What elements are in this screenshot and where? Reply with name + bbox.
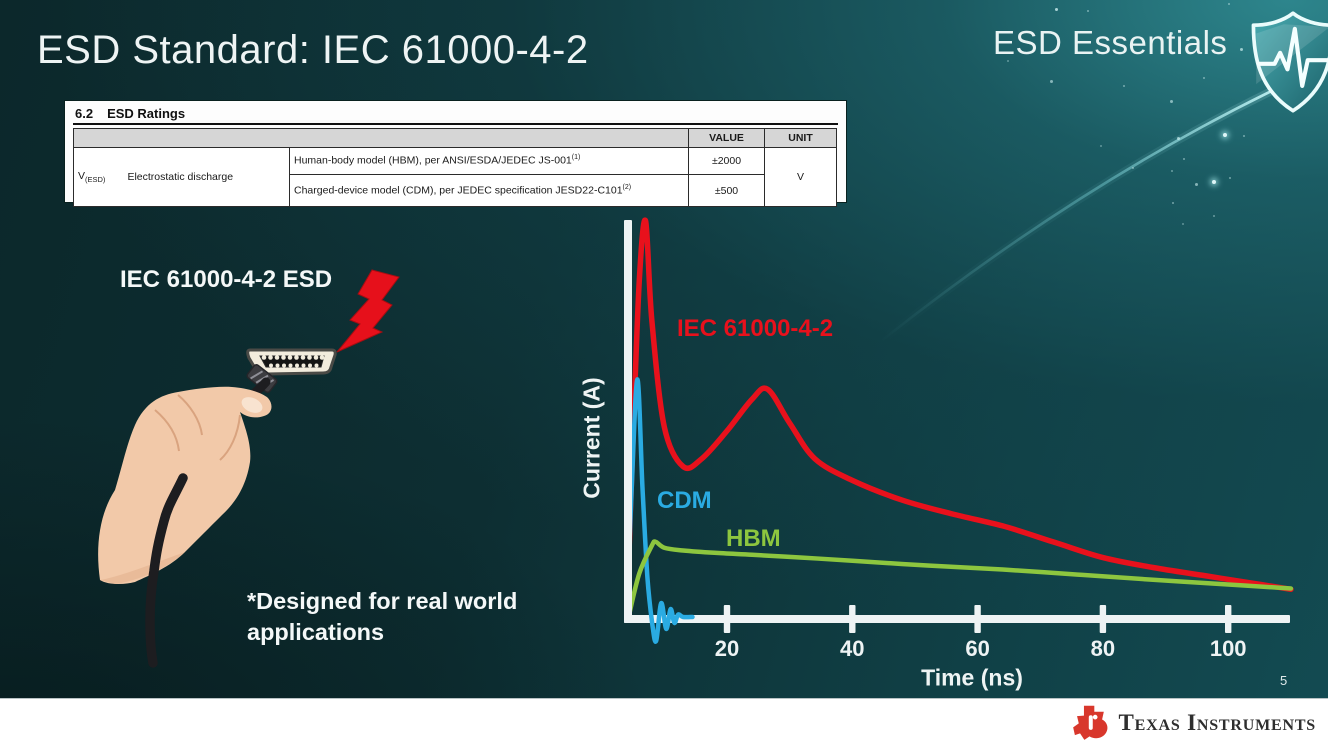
x-tick xyxy=(849,605,856,633)
ti-logo: Texas Instruments xyxy=(1071,704,1316,742)
y-axis-title: Current (A) xyxy=(578,377,605,499)
x-tick-label: 60 xyxy=(965,636,989,661)
curve-iec-61000-4-2 xyxy=(624,217,1294,620)
parameter-label: Electrostatic discharge xyxy=(127,171,234,183)
cdm-description-cell: Charged-device model (CDM), per JEDEC sp… xyxy=(289,174,689,207)
ratings-section-heading: 6.2 ESD Ratings xyxy=(73,105,838,125)
y-axis xyxy=(624,220,632,623)
header-unit-cell: UNIT xyxy=(764,128,837,148)
esd-strike-illustration xyxy=(98,269,400,668)
cable-lower xyxy=(145,473,188,668)
x-tick xyxy=(723,605,731,633)
header-value-cell: VALUE xyxy=(688,128,765,148)
chart-plot-area: 20 40 60 80 100 xyxy=(624,217,1294,661)
x-tick-label: 40 xyxy=(840,636,864,661)
ti-bug-icon xyxy=(1072,705,1107,740)
x-tick xyxy=(1225,605,1232,633)
illustration-label: IEC 61000-4-2 ESD xyxy=(120,266,333,293)
series-label-hbm: HBM xyxy=(726,525,781,552)
hbm-description-cell: Human-body model (HBM), per ANSI/ESDA/JE… xyxy=(289,147,689,175)
x-tick-label: 20 xyxy=(715,636,739,661)
x-tick xyxy=(974,605,981,633)
unit-cell: V xyxy=(764,147,837,207)
esd-ratings-card: 6.2 ESD Ratings VALUE UNIT V(ESD) Electro… xyxy=(65,101,846,207)
hbm-value-cell: ±2000 xyxy=(688,147,765,175)
x-axis: 20 40 60 80 100 xyxy=(624,605,1290,661)
x-tick xyxy=(1099,605,1107,633)
x-axis-title: Time (ns) xyxy=(921,664,1023,691)
chart-curves xyxy=(624,217,1294,644)
curve-hbm xyxy=(626,539,1294,620)
program-badge: ESD Essentials xyxy=(993,24,1228,61)
section-number: 6.2 xyxy=(75,106,94,121)
lightning-bolt-icon xyxy=(336,269,400,353)
page-title: ESD Standard: IEC 61000-4-2 xyxy=(37,28,589,72)
cdm-value-cell: ±500 xyxy=(688,174,765,207)
ratings-grid: VALUE UNIT V(ESD) Electrostatic discharg… xyxy=(73,128,837,207)
x-tick-label: 80 xyxy=(1091,636,1115,661)
curve-cdm xyxy=(624,377,695,644)
esd-shield-icon xyxy=(1251,11,1328,113)
footer-bar: Texas Instruments xyxy=(0,698,1328,746)
section-title: ESD Ratings xyxy=(107,106,186,121)
page-number: 5 xyxy=(1280,673,1288,688)
symbol-parameter-cell: V(ESD) Electrostatic discharge xyxy=(73,147,290,207)
symbol-vesd: V(ESD) xyxy=(78,169,106,185)
header-blank-cell xyxy=(73,128,689,148)
hand xyxy=(98,386,272,585)
ti-wordmark: Texas Instruments xyxy=(1118,709,1316,735)
series-label-iec: IEC 61000-4-2 xyxy=(677,315,834,342)
series-label-cdm: CDM xyxy=(657,487,712,514)
x-tick-label: 100 xyxy=(1210,636,1247,661)
caption-note: *Designed for real world applications xyxy=(247,588,518,645)
